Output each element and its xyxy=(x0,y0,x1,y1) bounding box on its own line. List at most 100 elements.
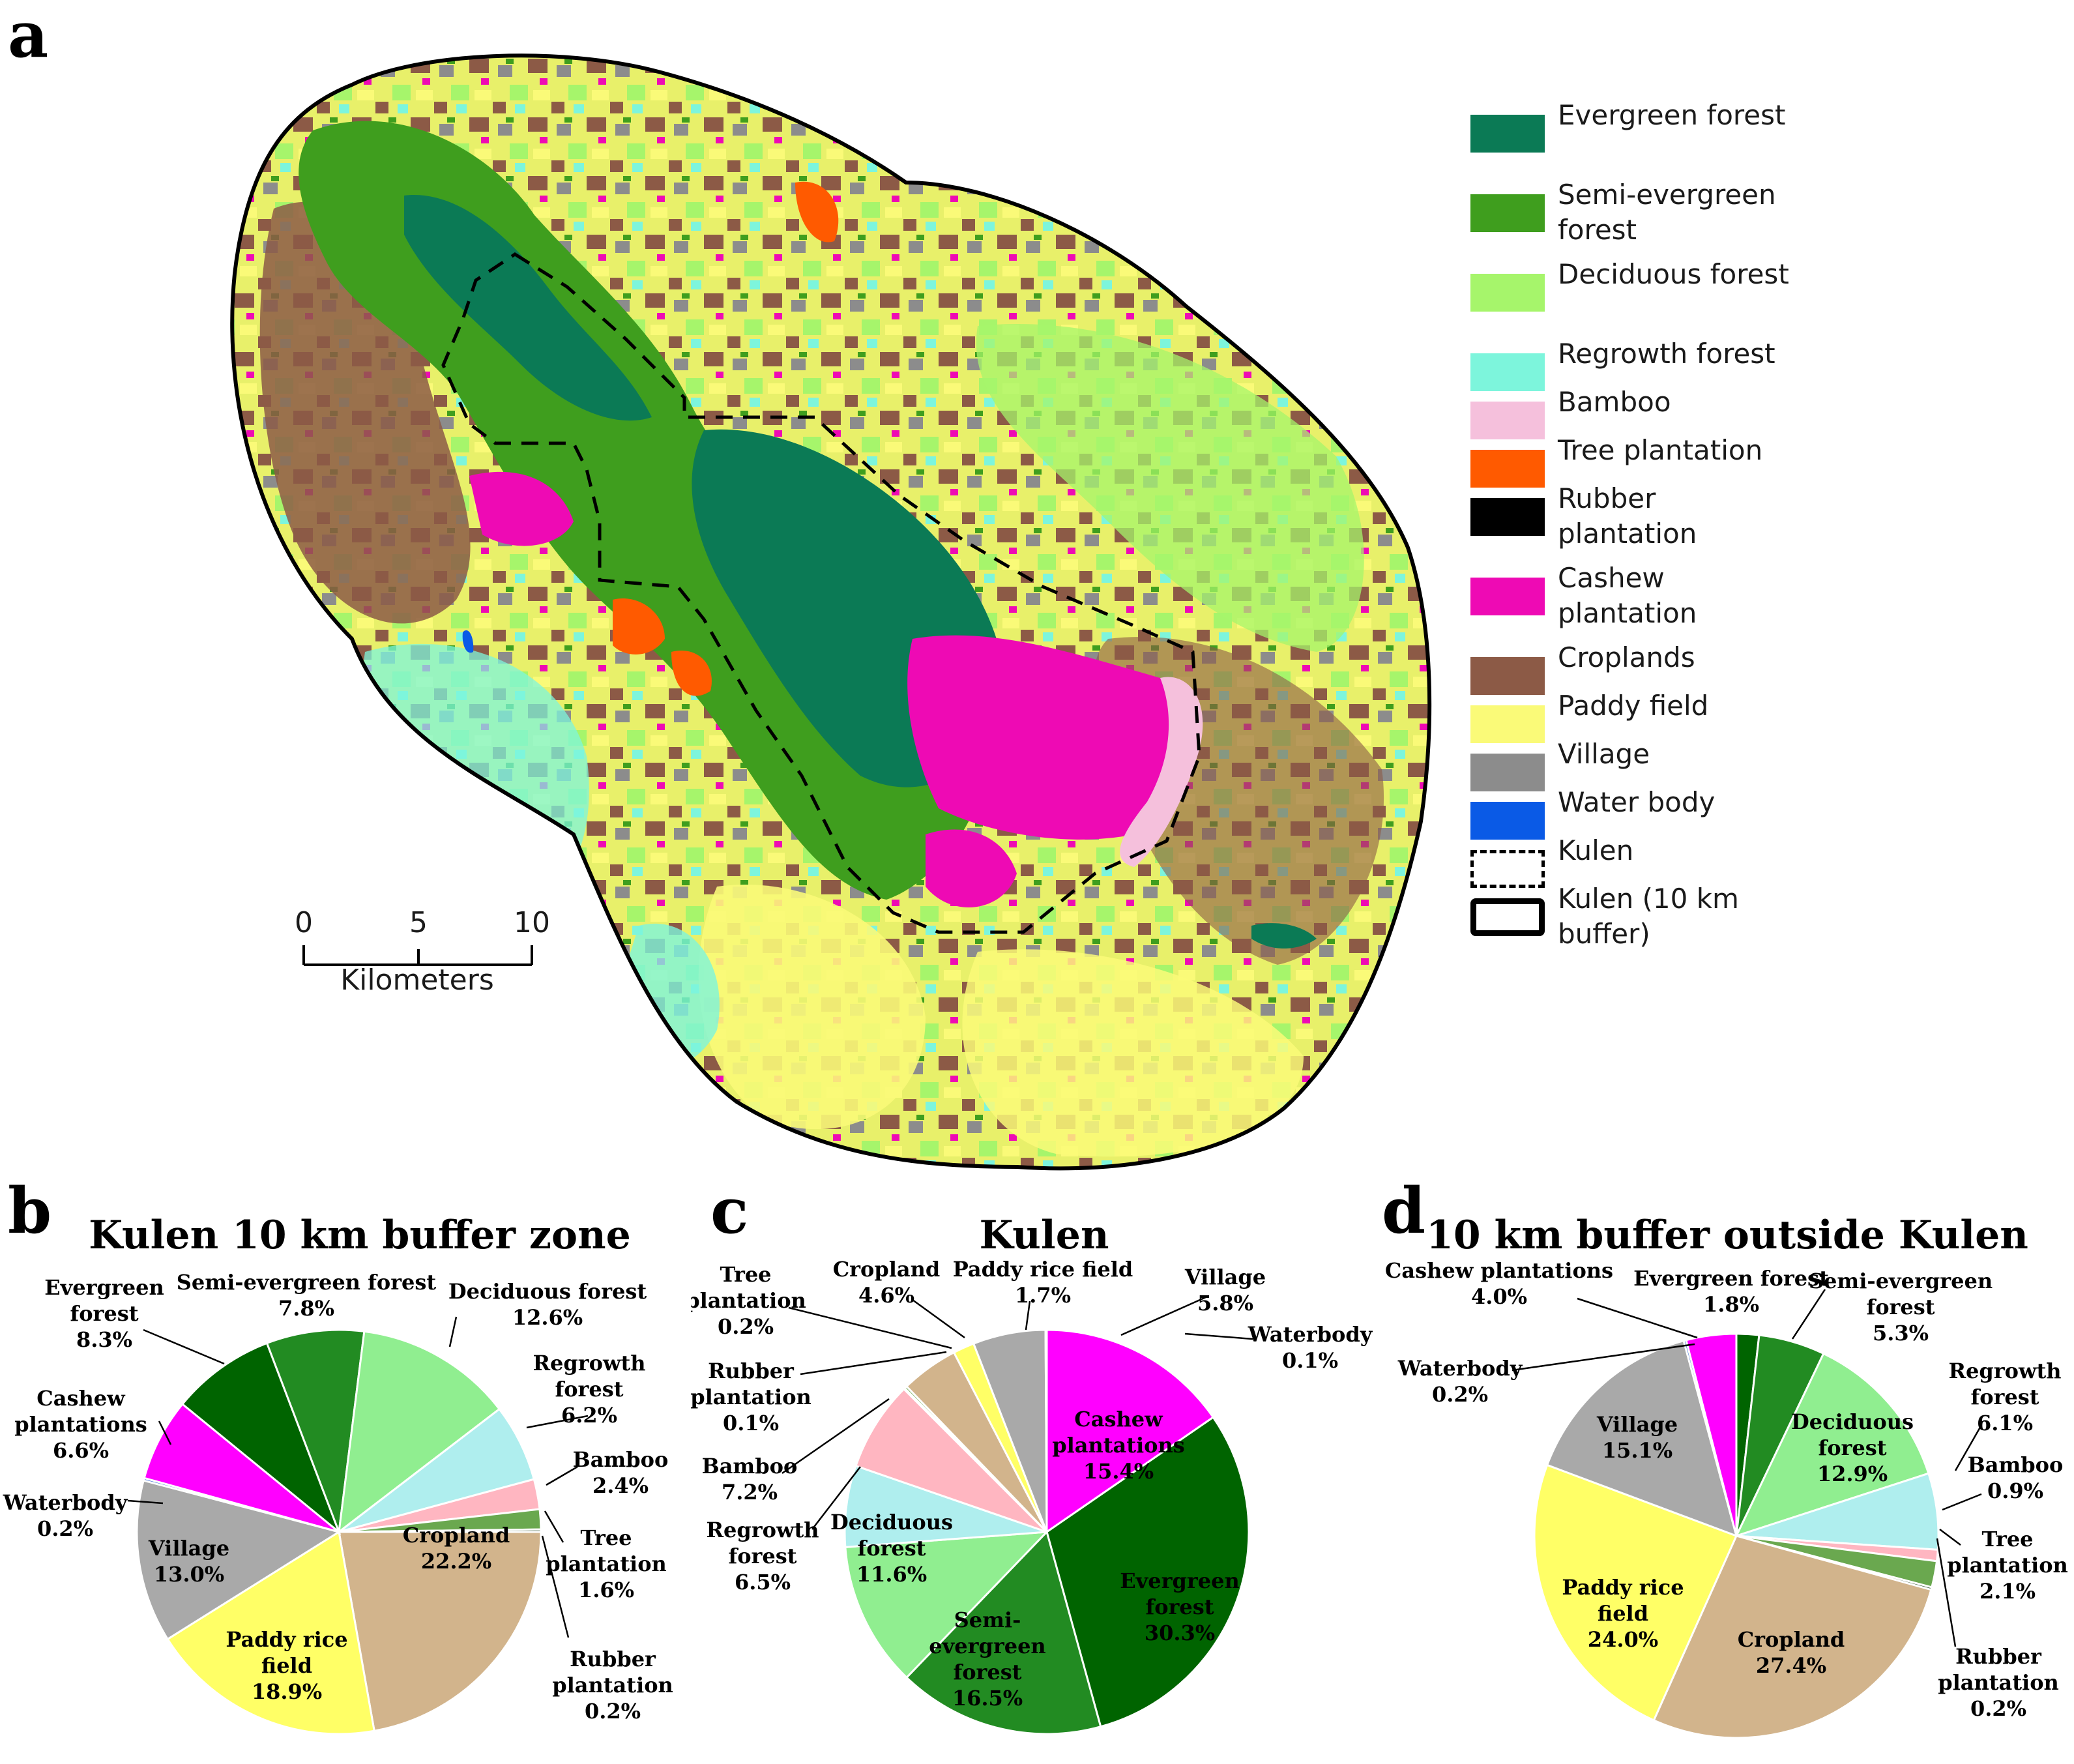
pie-label-rubber-plantation: Rubber plantation 0.2% xyxy=(552,1647,673,1724)
pie-slices xyxy=(136,1329,542,1735)
leader-line xyxy=(1120,1296,1206,1336)
pie-title-b: Kulen 10 km buffer zone xyxy=(89,1213,631,1258)
pie-labels: Cashew plantations 15.4% Evergreen forest 30.… xyxy=(691,1257,1373,1711)
pie-label-cropland: Cropland 4.6% xyxy=(833,1257,941,1308)
pie-label-paddy-rice-field: Paddy rice field 1.7% xyxy=(953,1257,1133,1308)
pie-slice-cashew-plantations xyxy=(143,1402,340,1533)
pie-slice-deciduous-forest xyxy=(844,1531,1049,1679)
pie-label-bamboo: Bamboo 0.9% xyxy=(1968,1452,2064,1503)
legend-swatch xyxy=(1470,353,1545,391)
kulen-boundary xyxy=(441,252,1201,934)
legend-swatch xyxy=(1470,850,1545,888)
legend-item-semi-evergreen-forest: Semi-evergreen forest xyxy=(1470,177,1792,248)
pie-label-paddy-rice-field: Paddy rice field 18.9% xyxy=(226,1627,347,1704)
leader-line xyxy=(1936,1538,1957,1647)
legend-label: Croplands xyxy=(1558,641,1695,673)
legend-label: Semi-evergreen forest xyxy=(1558,179,1776,246)
pie-label-evergreen-forest: Evergreen forest 30.3% xyxy=(1120,1568,1239,1645)
scale-tick-10: 10 xyxy=(514,906,550,939)
legend-item-village: Village xyxy=(1470,737,1792,791)
legend-item-water-body: Water body xyxy=(1470,785,1792,840)
legend-item-evergreen-forest: Evergreen forest xyxy=(1470,98,1792,153)
leader-line xyxy=(1942,1493,1982,1511)
leader-line xyxy=(541,1535,570,1638)
leader-line xyxy=(544,1510,564,1543)
pie-label-regrowth-forest: Regrowth forest 6.5% xyxy=(706,1518,819,1595)
pie-label-cashew-plantations: Cashew plantations 15.4% xyxy=(1052,1407,1185,1484)
pie-label-cashew-plantations: Cashew plantations 4.0% xyxy=(1385,1258,1613,1309)
legend-swatch xyxy=(1470,115,1545,153)
legend-swatch xyxy=(1470,802,1545,840)
land-cover-map xyxy=(230,53,1432,1171)
pie-title-c: Kulen xyxy=(979,1213,1109,1258)
pie-chart-buffer-zone: Cropland 22.2% Paddy rice field 18.9% Village… xyxy=(3,1270,673,1735)
legend-item-regrowth-forest: Regrowth forest xyxy=(1470,336,1792,391)
pie-slice-bamboo xyxy=(854,1387,1048,1533)
pie-label-semi-evergreen-forest: Semi-evergreen forest 16.5% xyxy=(929,1608,1045,1711)
pie-label-tree-plantation: Tree plantation 1.6% xyxy=(546,1525,667,1602)
pie-slice-semi-evergreen-forest xyxy=(905,1530,1102,1735)
pie-label-evergreen-forest: Evergreen forest 8.3% xyxy=(44,1275,164,1352)
legend-label: Village xyxy=(1558,738,1650,770)
legend-label: Kulen xyxy=(1558,834,1634,866)
pie-labels: Cropland 22.2% Paddy rice field 18.9% Village… xyxy=(3,1270,673,1724)
leader-line xyxy=(526,1415,589,1429)
pie-chart-outside-kulen: Evergreen forest 1.8%Semi-evergreen forest… xyxy=(1385,1258,2068,1739)
legend-label: Water body xyxy=(1558,786,1716,818)
legend-item-deciduous-forest: Deciduous forest xyxy=(1470,257,1792,312)
legend-swatch xyxy=(1470,898,1545,936)
pie-label-deciduous-forest: Deciduous forest 12.9% xyxy=(1791,1409,1914,1486)
panel-letter-c: c xyxy=(710,1174,749,1248)
legend-label: Paddy field xyxy=(1558,690,1709,722)
scale-bar-line xyxy=(302,945,533,966)
scale-tick-0: 0 xyxy=(295,906,313,939)
panel-letter-a: a xyxy=(8,0,49,72)
legend-label: Kulen (10 km buffer) xyxy=(1558,883,1739,950)
pie-label-waterbody: Waterbody 0.2% xyxy=(1397,1356,1523,1407)
leader-line xyxy=(800,1351,947,1375)
pie-label-village: Village 15.1% xyxy=(1596,1412,1678,1463)
pie-slice-rubber-plantation xyxy=(338,1528,542,1533)
legend-item-kulen-10-km-buffer: Kulen (10 km buffer) xyxy=(1470,881,1792,952)
leader-line xyxy=(158,1420,172,1445)
leader-line xyxy=(912,1299,965,1339)
legend-item-bamboo: Bamboo xyxy=(1470,385,1792,439)
leader-line xyxy=(127,1499,164,1505)
pie-label-semi-evergreen-forest: Semi-evergreen forest 5.3% xyxy=(1809,1269,1993,1345)
pie-label-cropland: Cropland 27.4% xyxy=(1738,1627,1845,1678)
legend-swatch xyxy=(1470,657,1545,695)
legend-swatch xyxy=(1470,705,1545,743)
pie-slice-evergreen-forest xyxy=(181,1342,342,1535)
pie-label-village: Village 5.8% xyxy=(1184,1265,1266,1316)
legend-item-paddy-field: Paddy field xyxy=(1470,688,1792,743)
panel-letter-d: d xyxy=(1382,1174,1426,1248)
leader-line xyxy=(1577,1297,1698,1339)
pie-label-bamboo: Bamboo 2.4% xyxy=(573,1447,669,1498)
pie-label-waterbody: Waterbody 0.2% xyxy=(3,1490,128,1541)
pie-label-waterbody: Waterbody 0.1% xyxy=(1248,1322,1373,1373)
pie-label-regrowth-forest: Regrowth forest 6.2% xyxy=(533,1351,645,1428)
leader-line xyxy=(1939,1529,1961,1546)
scale-tick-5: 5 xyxy=(409,906,428,939)
pie-slice-cropland xyxy=(338,1531,542,1732)
scale-bar: 0 5 10 Kilometers xyxy=(274,906,561,1010)
pie-slice-cashew-plantations xyxy=(1685,1332,1738,1536)
pie-label-deciduous-forest: Deciduous forest 12.6% xyxy=(448,1279,647,1330)
pie-slice-evergreen-forest xyxy=(1045,1416,1250,1728)
legend-item-croplands: Croplands xyxy=(1470,640,1792,695)
legend-swatch xyxy=(1470,402,1545,439)
legend-swatch xyxy=(1470,194,1545,232)
pie-slice-cropland xyxy=(1652,1535,1933,1739)
pie-slice-regrowth-forest xyxy=(843,1464,1047,1548)
pie-label-deciduous-forest: Deciduous forest 11.6% xyxy=(830,1510,953,1587)
pie-label-rubber-plantation: Rubber plantation 0.1% xyxy=(691,1359,811,1435)
leader-line xyxy=(781,1398,890,1475)
legend-label: Deciduous forest xyxy=(1558,258,1789,290)
leader-line xyxy=(1791,1289,1826,1340)
pie-label-cropland: Cropland 22.2% xyxy=(403,1523,510,1574)
pie-slice-cashew-plantations xyxy=(1045,1329,1215,1534)
pie-title-d: 10 km buffer outside Kulen xyxy=(1426,1213,2028,1258)
leader-line xyxy=(788,1306,952,1349)
pie-label-evergreen-forest: Evergreen forest 1.8% xyxy=(1633,1266,1829,1317)
legend-label: Bamboo xyxy=(1558,386,1671,418)
